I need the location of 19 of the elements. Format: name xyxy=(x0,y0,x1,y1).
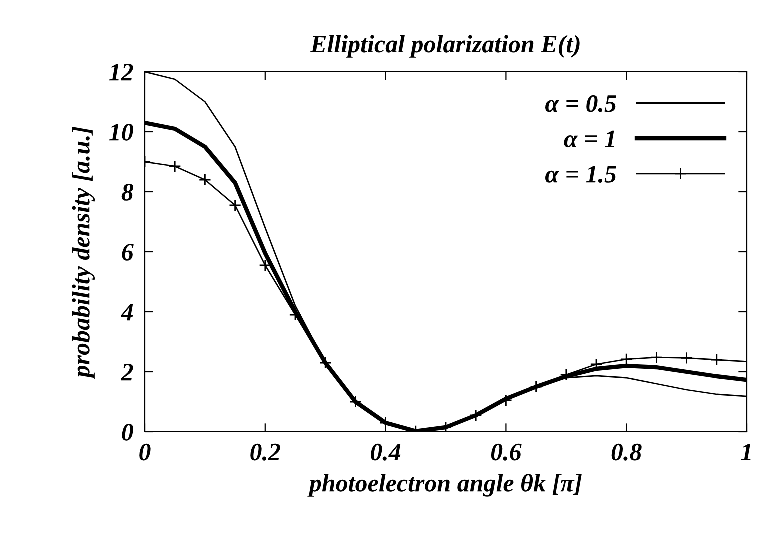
x-axis-title: photoelectron angle θk [π] xyxy=(308,474,582,497)
y-tick-label: 8 xyxy=(122,184,134,201)
legend-label: α = 1.5 xyxy=(546,166,616,184)
y-tick-label: 4 xyxy=(121,304,134,321)
legend-label: α = 0.5 xyxy=(546,95,616,112)
x-tick-label: 0.4 xyxy=(371,444,401,461)
x-tick-label: 0.6 xyxy=(491,444,522,461)
legend-label: α = 1 xyxy=(564,130,614,148)
y-tick-label: 6 xyxy=(122,244,134,261)
y-tick-label: 10 xyxy=(109,124,134,141)
x-tick-label: 1 xyxy=(741,444,751,460)
y-axis-title: probability density [a.u.] xyxy=(72,126,95,380)
x-tick-label: 0 xyxy=(140,444,151,461)
x-tick-label: 0.2 xyxy=(250,444,280,461)
chart-title: Elliptical polarization E(t) xyxy=(310,35,580,58)
x-tick-label: 0.8 xyxy=(612,444,642,461)
y-tick-label: 2 xyxy=(121,364,134,381)
y-tick-label: 0 xyxy=(122,424,134,441)
y-tick-label: 12 xyxy=(109,64,134,81)
